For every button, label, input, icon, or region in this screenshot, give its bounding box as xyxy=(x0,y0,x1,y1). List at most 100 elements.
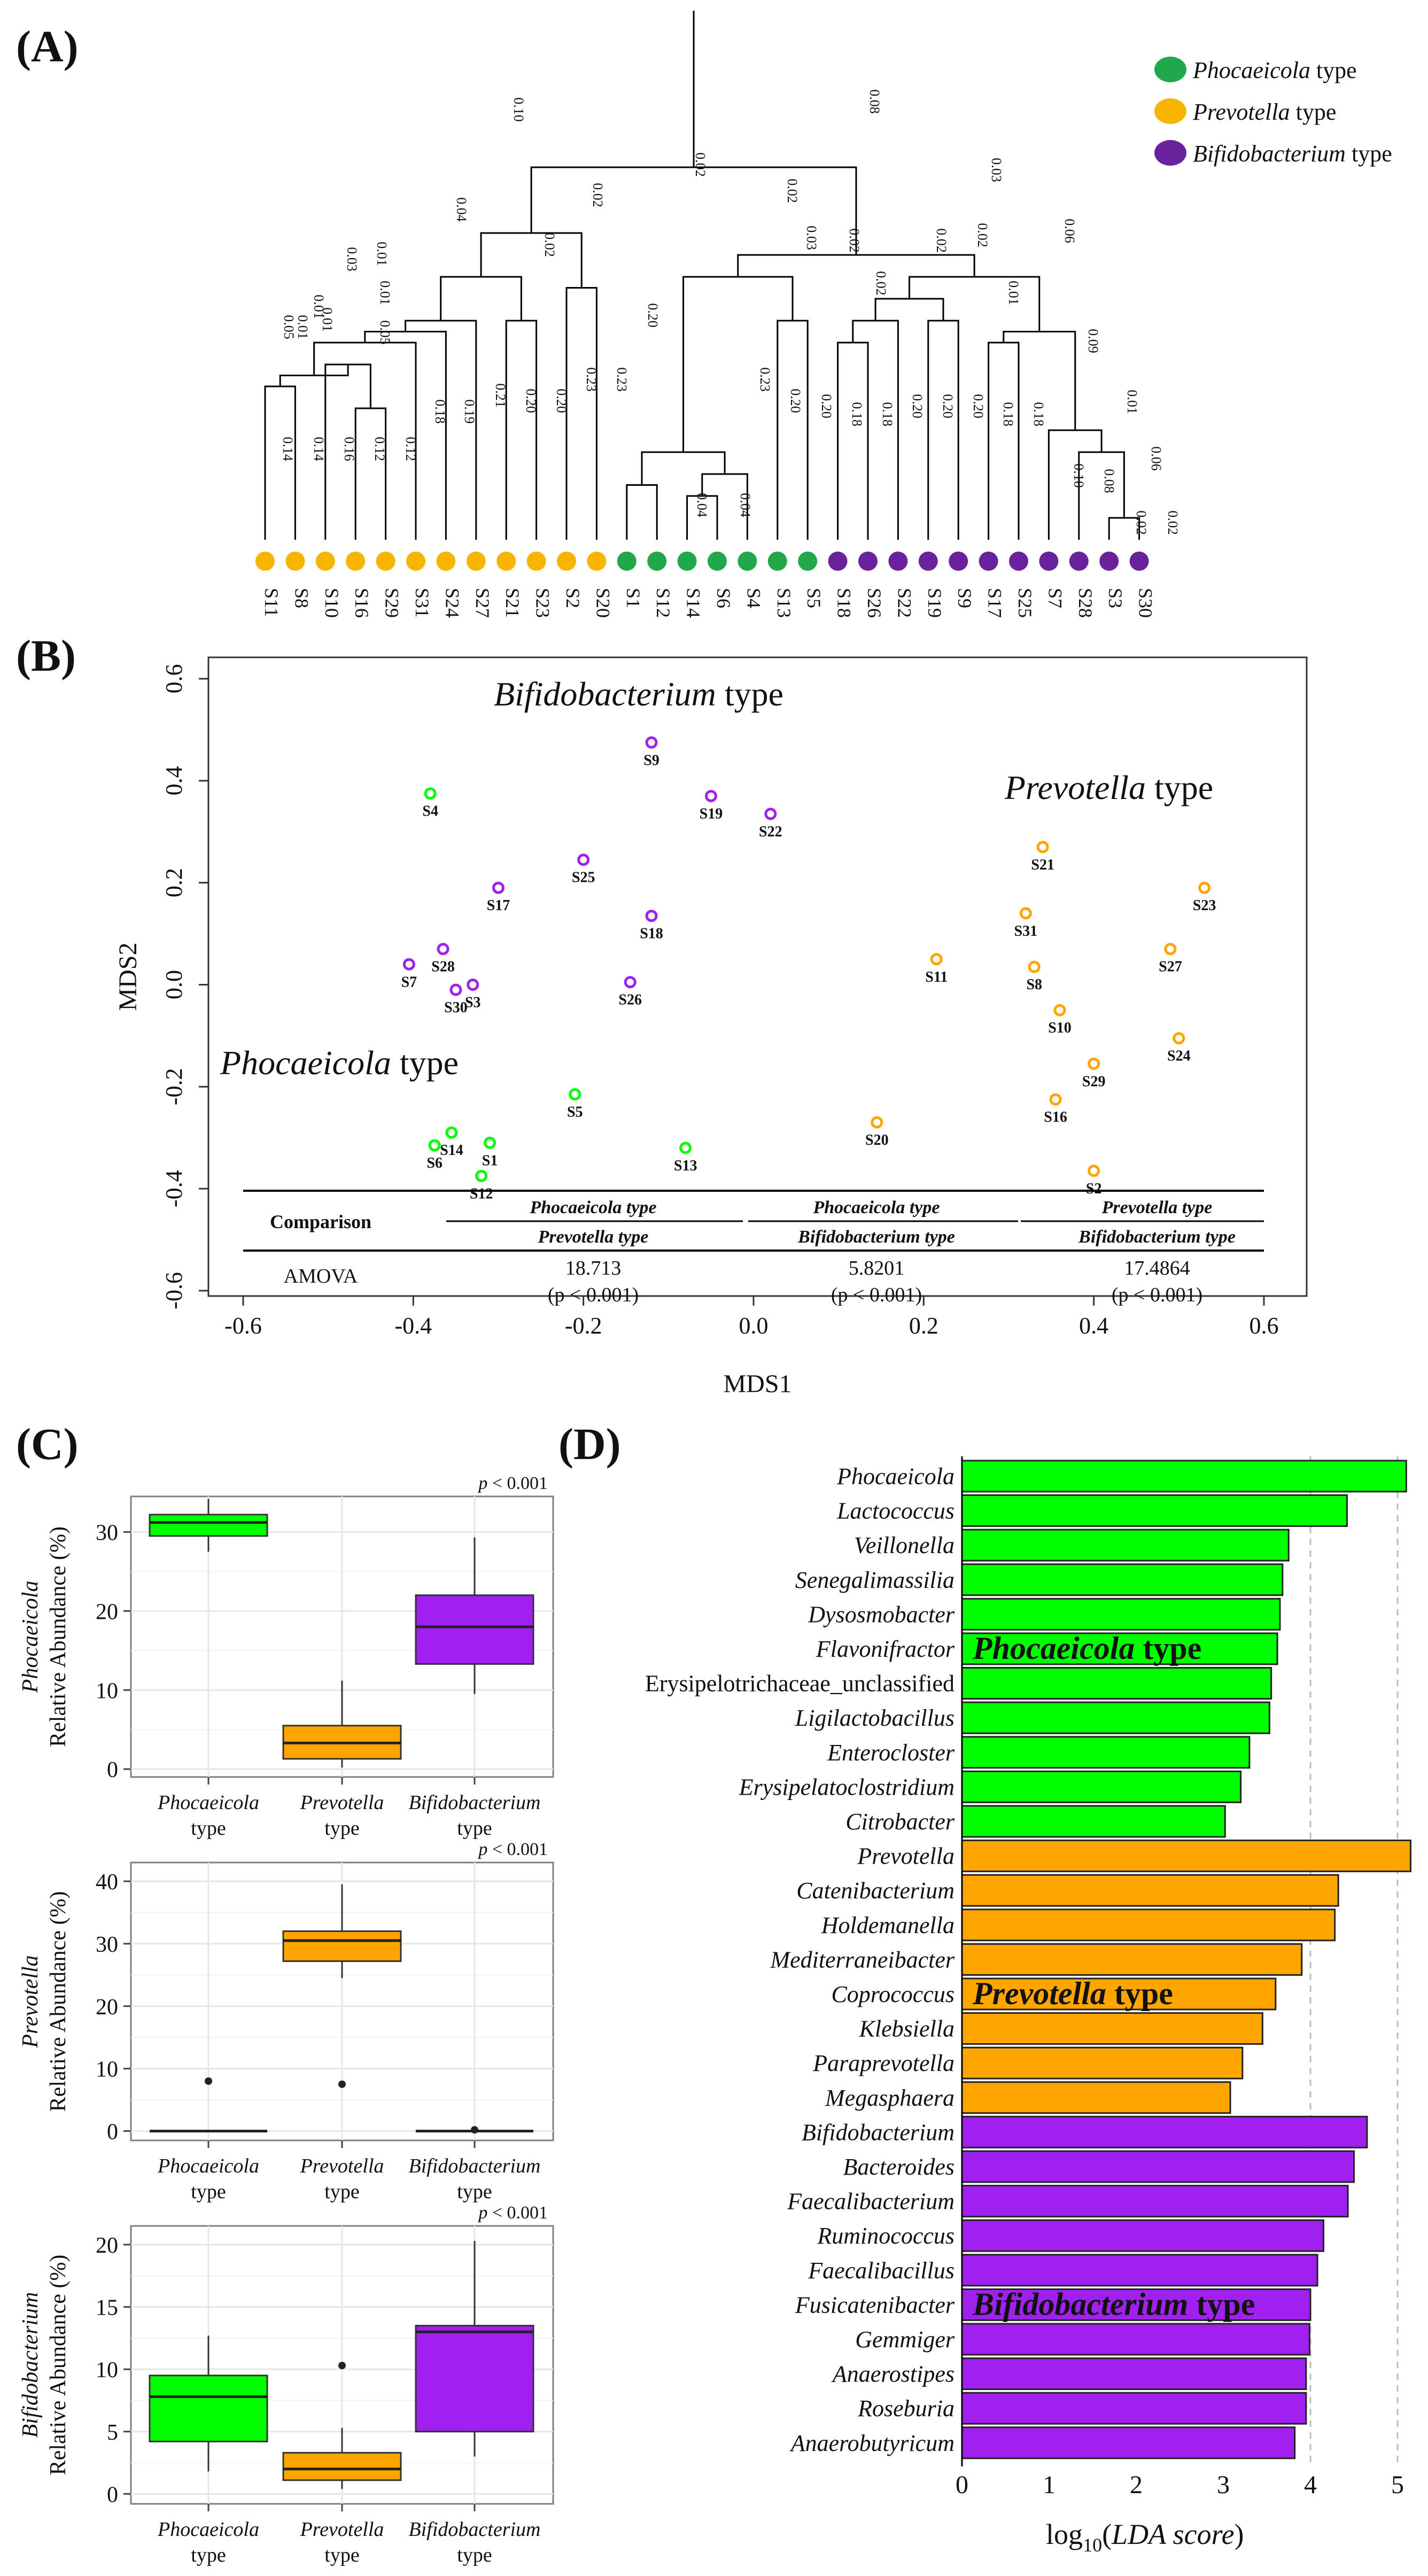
point-s28 xyxy=(437,943,449,956)
lda-bar-label-prevotella: Prevotella xyxy=(857,1843,954,1869)
y-tick-label: 20 xyxy=(96,2233,118,2258)
box-prevotella xyxy=(282,1930,402,1962)
y-tick-label: 0 xyxy=(107,1758,118,1782)
branch-length-label: 0.03 xyxy=(344,247,360,271)
pvalue-label: p < 0.001 xyxy=(477,2203,548,2223)
legend-label-0: Phocaeicola type xyxy=(1192,57,1357,83)
branch-length-label: 0.06 xyxy=(1148,446,1164,471)
dendrogram-link-p6 xyxy=(364,331,447,540)
point-label-s1: S1 xyxy=(482,1152,498,1169)
group-label-phocaeicola: Phocaeicola type xyxy=(220,1044,459,1082)
lda-bar-bacteroides xyxy=(961,2150,1355,2183)
point-s21 xyxy=(1036,841,1049,854)
x-tick-label-genus: Bifidobacterium xyxy=(409,1791,541,1814)
lda-bar-holdemanella xyxy=(961,1908,1336,1942)
branch-length-label: 0.19 xyxy=(462,399,477,424)
pvalue-p: p xyxy=(477,1840,487,1859)
point-s1 xyxy=(484,1136,496,1149)
lda-bar-klebsiella xyxy=(961,2012,1263,2045)
pvalue-rest: < 0.001 xyxy=(487,1840,548,1859)
leaf-label-s6: S6 xyxy=(713,588,734,608)
leaf-dot-s30 xyxy=(1129,552,1149,571)
branch-length-label: 0.16 xyxy=(342,437,357,461)
dendrogram-link-p8 xyxy=(505,320,538,540)
leaf-label-s14: S14 xyxy=(683,588,704,618)
leaf-label-s19: S19 xyxy=(924,588,945,618)
lda-bar-label-gemmiger: Gemmiger xyxy=(855,2326,955,2353)
y-tick-label: 0.0 xyxy=(161,970,187,999)
branch-length-label: 0.12 xyxy=(372,437,387,461)
point-s26 xyxy=(624,976,637,989)
lda-bar-label-erysipelotrichaceae_unclassified: Erysipelotrichaceae_unclassified xyxy=(645,1671,954,1697)
point-s22 xyxy=(764,808,777,820)
leaf-label-s25: S25 xyxy=(1014,588,1036,618)
x-tick-label: 0 xyxy=(956,2471,968,2499)
lda-bar-prevotella xyxy=(961,1840,1411,1873)
point-label-s6: S6 xyxy=(426,1155,443,1171)
box-phocaeicola xyxy=(149,1514,268,1537)
branch-length-label: 0.20 xyxy=(523,389,539,413)
leaf-dot-s23 xyxy=(526,552,546,571)
lda-bar-label-erysipelatoclostridium: Erysipelatoclostridium xyxy=(739,1774,954,1800)
x-title-open: ( xyxy=(1102,2518,1112,2550)
label-italic-part: Phocaeicola xyxy=(220,1044,391,1082)
branch-length-label: 0.18 xyxy=(849,402,865,426)
lda-bar-label-coprococcus: Coprococcus xyxy=(831,1981,954,2007)
y-tick-label: 30 xyxy=(96,1933,118,1957)
y-tick-label: 0 xyxy=(107,2482,118,2507)
x-tick-label: 1 xyxy=(1043,2471,1056,2499)
legend-swatch-0 xyxy=(1154,57,1186,82)
branch-length-label: 0.14 xyxy=(280,437,296,461)
box-bifidobacterium xyxy=(415,1594,534,1665)
point-label-s8: S8 xyxy=(1026,976,1042,993)
mds-scatter-panel: -0.6 -0.4 -0.2 0.0 0.2 0.4 0.6 -0.6 -0.4 -0.2 0.0 0… xyxy=(114,656,1308,1398)
y-tick-label: 40 xyxy=(96,1870,118,1895)
point-s10 xyxy=(1053,1004,1066,1017)
leaf-dot-s17 xyxy=(979,552,998,571)
branch-length-label: 0.01 xyxy=(374,242,390,266)
branch-length-label: 0.21 xyxy=(493,383,508,408)
leaf-label-s4: S4 xyxy=(743,588,764,608)
leaf-dot-s29 xyxy=(376,552,395,571)
branch-length-label: 0.05 xyxy=(377,320,393,345)
lda-bar-citrobacter xyxy=(961,1805,1226,1838)
branch-length-label: 0.02 xyxy=(1165,510,1181,535)
x-tick-label: 3 xyxy=(1217,2471,1230,2499)
point-label-s13: S13 xyxy=(674,1158,697,1174)
amova-table: Comparison AMOVA Phocaeicola type Prevotell… xyxy=(243,1190,1264,1306)
y-tick-label: 10 xyxy=(96,2358,118,2383)
branch-length-label: 0.01 xyxy=(295,315,311,339)
branch-length-label: 0.04 xyxy=(454,197,469,222)
branch-length-label: 0.08 xyxy=(1101,469,1117,493)
panel-label-d: (D) xyxy=(558,1419,621,1469)
x-tick-label: -0.6 xyxy=(224,1313,262,1339)
leaf-dot-s3 xyxy=(1099,552,1119,571)
branch-length-label: 0.20 xyxy=(819,394,834,418)
panel-label-a: (A) xyxy=(16,22,79,72)
label-plain-part: type xyxy=(1135,1631,1201,1666)
x-tick-label-genus: Prevotella xyxy=(300,2518,384,2541)
y-tick-label: 10 xyxy=(96,2058,118,2082)
table-col-bottom: Bifidobacterium type xyxy=(1078,1227,1236,1247)
lda-bar-enterocloster xyxy=(961,1736,1251,1769)
x-tick-label-type: type xyxy=(457,2544,492,2566)
leaf-dot-s14 xyxy=(677,552,697,571)
x-tick-label-type: type xyxy=(324,2181,359,2203)
label-plain-part: type xyxy=(1346,141,1392,167)
leaf-dot-s7 xyxy=(1039,552,1059,571)
dendrogram-panel: S11 S8 S10 S16 S29 S31 S24 S27 S21 S23 S2 S20 S1 S12 S… xyxy=(255,11,1181,618)
leaf-dot-s11 xyxy=(255,552,275,571)
branch-length-label: 0.03 xyxy=(804,226,819,250)
leaf-dot-s1 xyxy=(617,552,637,571)
dendrogram-link-g1 xyxy=(626,484,658,540)
lda-bar-veillonella xyxy=(961,1528,1290,1562)
branch-length-label: 0.20 xyxy=(554,389,569,413)
x-tick-label-genus: Bifidobacterium xyxy=(409,2518,541,2541)
lda-bar-megasphaera xyxy=(961,2081,1231,2114)
point-s2 xyxy=(1088,1165,1100,1177)
leaf-dot-s20 xyxy=(587,552,607,571)
point-s11 xyxy=(930,953,943,966)
pvalue-p: p xyxy=(477,1473,487,1493)
leaf-label-s16: S16 xyxy=(351,588,372,618)
